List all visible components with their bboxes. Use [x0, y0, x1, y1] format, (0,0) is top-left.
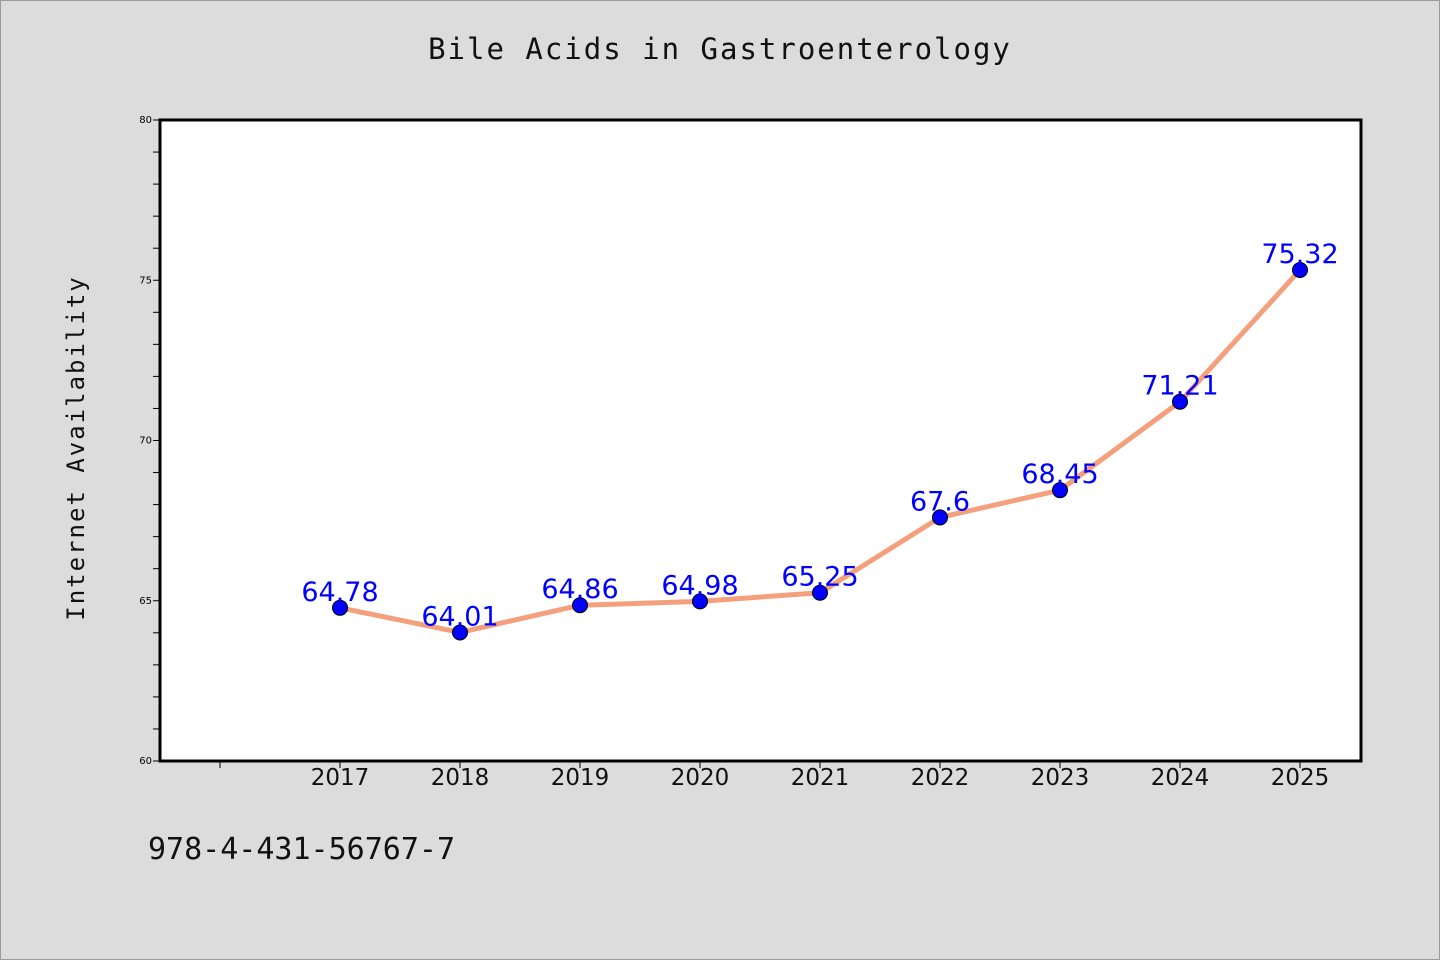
x-tick-label: 2025 [1271, 765, 1330, 791]
data-point [812, 584, 828, 601]
data-label: 75.32 [1261, 239, 1338, 270]
data-label: 65.25 [781, 562, 858, 593]
x-tick-label: 2020 [671, 765, 730, 791]
data-label: 64.98 [661, 570, 738, 601]
y-tick-label: 75 [139, 275, 152, 286]
x-tick-label: 2022 [911, 765, 970, 791]
x-tick-label: 2017 [311, 765, 370, 791]
data-label: 68.45 [1021, 459, 1098, 490]
data-label: 67.6 [910, 486, 970, 517]
data-label: 64.01 [421, 601, 498, 632]
series-group [332, 261, 1308, 641]
y-tick-label: 80 [139, 115, 152, 126]
data-point [452, 624, 468, 641]
x-tick-label: 2024 [1151, 765, 1210, 791]
x-tick-label: 2019 [551, 765, 610, 791]
data-point [932, 509, 948, 526]
x-ticks-group: 2017 2018 2019 2020 2021 2022 2023 2024 2025 [219, 761, 1330, 791]
y-tick-label: 65 [139, 596, 152, 607]
plot-area [158, 118, 1363, 763]
data-point [692, 593, 708, 610]
data-point [1172, 393, 1188, 410]
data-label: 64.78 [301, 577, 378, 608]
data-point [1292, 261, 1308, 278]
x-tick-label: 2023 [1031, 765, 1090, 791]
x-tick-label: 2021 [791, 765, 850, 791]
y-ticks-group: 60 65 70 75 80 [139, 115, 160, 767]
y-tick-label: 60 [139, 756, 152, 767]
plot-area-group [158, 118, 1363, 763]
data-label: 71.21 [1141, 371, 1218, 402]
data-point [1052, 482, 1068, 499]
data-labels-group: 64.78 64.01 64.86 64.98 65.25 67.6 68.45 71.21 7… [301, 239, 1338, 632]
x-tick-label: 2018 [431, 765, 490, 791]
data-point [572, 597, 588, 614]
chart-title: Bile Acids in Gastroenterology [428, 32, 1012, 66]
data-label: 64.86 [541, 574, 618, 605]
data-point [332, 599, 348, 616]
y-tick-label: 70 [139, 436, 152, 447]
isbn-footnote: 978-4-431-56767-7 [148, 832, 456, 867]
